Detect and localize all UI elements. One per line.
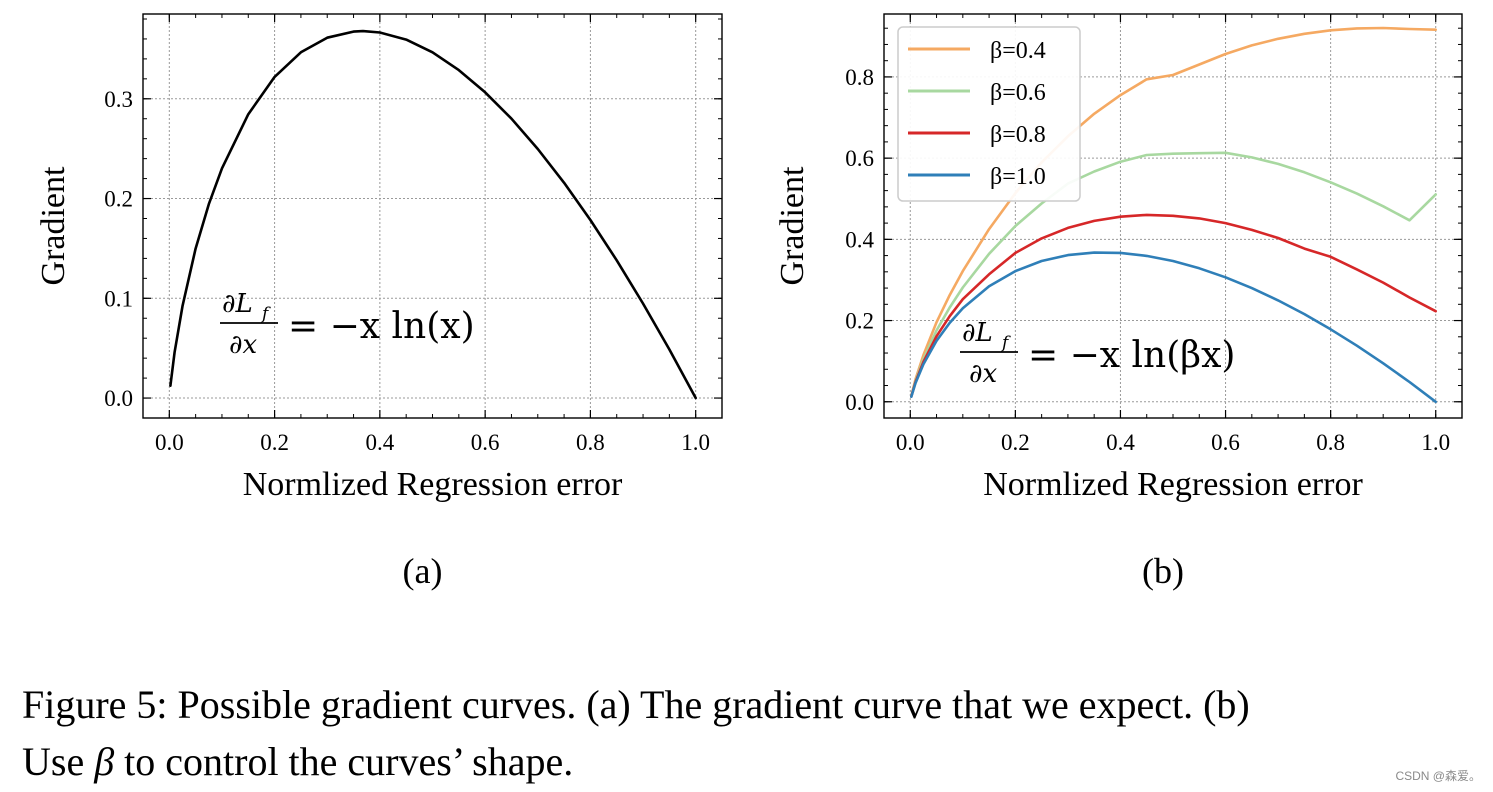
x-axis-label: Normlized Regression error xyxy=(243,466,623,503)
formula-rhs: = −x ln(βx) xyxy=(1028,335,1235,376)
x-tick-label: 0.6 xyxy=(1211,430,1240,455)
caption-line-1: Figure 5: Possible gradient curves. (a) … xyxy=(22,682,1250,727)
legend-label-1: β=0.4 xyxy=(990,38,1046,64)
series-line-1 xyxy=(169,29,697,400)
x-tick-label: 1.0 xyxy=(1421,430,1450,455)
y-tick-label: 0.1 xyxy=(104,286,133,311)
formula-numerator-subscript: f xyxy=(260,304,271,324)
legend-label-2: β=0.6 xyxy=(990,80,1046,106)
y-axis-label: Gradient xyxy=(35,166,72,286)
series-line-3 xyxy=(910,213,1437,398)
x-tick-label: 0.4 xyxy=(1106,430,1135,455)
formula-annotation: ∂L f∂x = −x ln(x) xyxy=(220,289,475,360)
formula-numerator: ∂L xyxy=(962,318,993,348)
chart-panel-a: 0.0 0.2 0.4 0.6 0.8 1.0 0.0 0.1 0.2 0.3 Normlized … xyxy=(35,13,723,591)
x-tick-label: 1.0 xyxy=(681,430,710,455)
y-tick-label: 0.2 xyxy=(104,187,133,212)
y-tick-label: 0.8 xyxy=(845,65,874,90)
caption-beta-symbol: β xyxy=(94,739,115,784)
caption-line-2-start: Use xyxy=(22,739,95,784)
x-tick-label: 0.6 xyxy=(471,430,500,455)
formula-denominator: ∂x xyxy=(229,330,257,360)
y-tick-label: 0.0 xyxy=(845,390,874,415)
x-tick-label: 0.4 xyxy=(365,430,394,455)
formula-denominator: ∂x xyxy=(969,359,997,389)
legend: β=0.4 β=0.6 β=0.8 β=1.0 xyxy=(897,26,1081,202)
series-line-4 xyxy=(910,251,1437,404)
y-axis-label: Gradient xyxy=(774,166,811,286)
panel-label: (b) xyxy=(1142,551,1184,591)
legend-box xyxy=(897,26,1081,202)
y-tick-label: 0.6 xyxy=(845,146,874,171)
y-tick-label: 0.4 xyxy=(845,227,874,252)
caption-line-2: Use β to control the curves’ shape. xyxy=(22,733,1482,790)
y-tick-label: 0.3 xyxy=(104,87,133,112)
x-tick-label: 0.2 xyxy=(1001,430,1030,455)
y-tick-label: 0.0 xyxy=(104,386,133,411)
formula-numerator-subscript: f xyxy=(1000,333,1011,353)
x-tick-label: 0.8 xyxy=(1316,430,1345,455)
figure-caption: Figure 5: Possible gradient curves. (a) … xyxy=(22,676,1482,790)
formula-annotation: ∂L f∂x = −x ln(βx) xyxy=(960,318,1235,389)
series-line-1 xyxy=(910,26,1437,398)
panel-label: (a) xyxy=(403,551,443,591)
x-tick-label: 0.2 xyxy=(260,430,289,455)
caption-line-2-end: to control the curves’ shape. xyxy=(114,739,574,784)
y-tick-label: 0.2 xyxy=(845,309,874,334)
formula-numerator: ∂L xyxy=(222,289,253,319)
x-axis-label: Normlized Regression error xyxy=(983,466,1363,503)
legend-label-4: β=1.0 xyxy=(990,164,1046,190)
x-tick-label: 0.0 xyxy=(155,430,184,455)
x-tick-label: 0.0 xyxy=(896,430,925,455)
series-line-2 xyxy=(910,151,1437,398)
chart-panel-b: 0.0 0.2 0.4 0.6 0.8 1.0 0.0 0.2 0.4 0.6 0.8 Normliz… xyxy=(774,13,1463,591)
legend-label-3: β=0.8 xyxy=(990,122,1046,148)
watermark: CSDN @森爱。 xyxy=(1395,769,1481,783)
x-tick-label: 0.8 xyxy=(576,430,605,455)
axes-frame xyxy=(142,13,723,419)
formula-rhs: = −x ln(x) xyxy=(288,306,475,347)
axes-frame xyxy=(883,13,1463,419)
